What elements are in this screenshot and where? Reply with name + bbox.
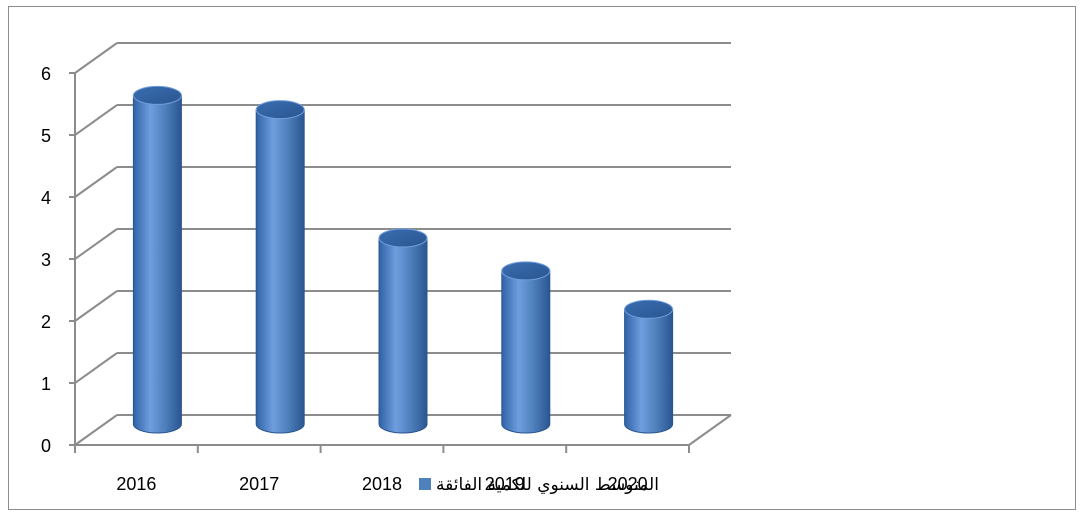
x-tick-label: 2016 — [116, 474, 156, 494]
chart-frame: 0 1 2 3 4 5 6 2016 2017 2018 2019 2020 المتوسط السن… — [8, 6, 1076, 510]
legend-label: المتوسط السنوي للكمية الفائقة — [436, 475, 659, 495]
y-tick-label: 2 — [41, 312, 51, 332]
y-tick-label: 6 — [41, 64, 51, 84]
y-tick-label: 4 — [41, 188, 51, 208]
bar — [501, 261, 551, 434]
cylinder-bar-chart: 0 1 2 3 4 5 6 2016 2017 2018 2019 2020 المتوسط السن… — [41, 42, 732, 495]
grid-diagonal — [74, 290, 118, 322]
bar — [255, 100, 305, 434]
y-tick-label: 5 — [41, 126, 51, 146]
x-tick-label: 2020 — [608, 474, 648, 494]
bar — [378, 228, 428, 434]
x-tick-label: 2018 — [362, 474, 402, 494]
labels-layer: 0 1 2 3 4 5 6 2016 2017 2018 2019 2020 — [41, 64, 648, 494]
grid-diagonal — [74, 414, 118, 446]
grid-diagonal — [74, 228, 118, 260]
axis-layer — [69, 72, 732, 453]
grid-diagonal — [74, 352, 118, 384]
grid-diagonal — [74, 104, 118, 136]
x-tick-label: 2019 — [485, 474, 525, 494]
grid-diagonal — [74, 166, 118, 198]
y-tick-label: 3 — [41, 250, 51, 270]
y-tick-label: 1 — [41, 374, 51, 394]
floor-right-edge — [688, 414, 732, 446]
grid-diagonal — [74, 42, 118, 74]
bar — [624, 299, 674, 434]
bars-layer — [132, 85, 674, 434]
legend-swatch — [419, 478, 431, 490]
legend: المتوسط السنوي للكمية الفائقة — [419, 475, 659, 495]
bar — [132, 85, 182, 434]
x-tick-label: 2017 — [239, 474, 279, 494]
y-tick-label: 0 — [41, 436, 51, 456]
